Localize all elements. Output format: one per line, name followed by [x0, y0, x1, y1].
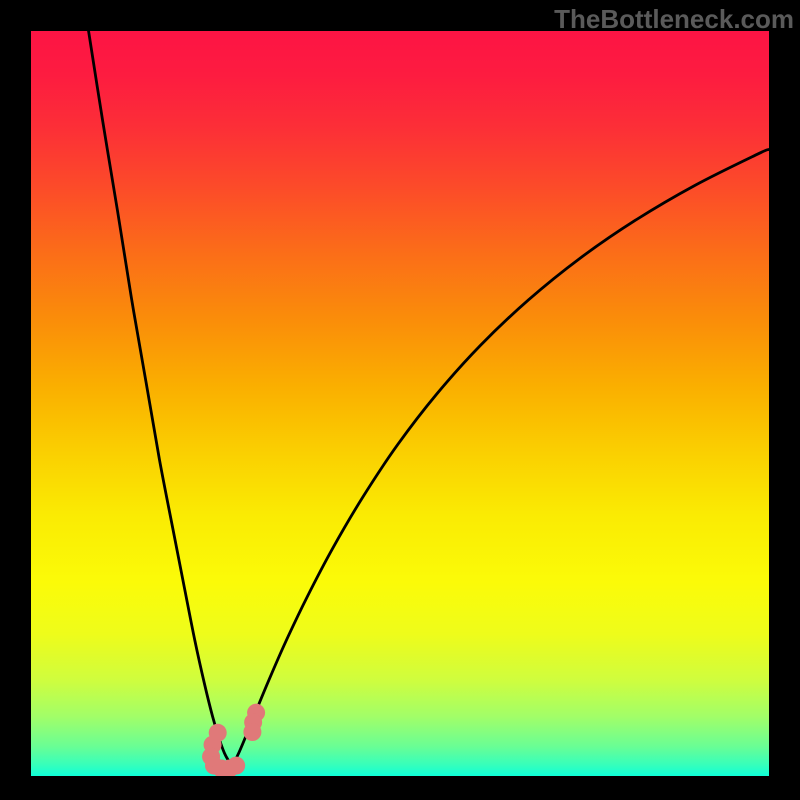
chart-container: { "source_watermark": { "text": "TheBott…	[0, 0, 800, 800]
curves-overlay	[31, 31, 769, 776]
source-watermark: TheBottleneck.com	[554, 4, 794, 35]
curve-left	[89, 31, 232, 766]
plot-area	[31, 31, 769, 776]
marker-dot	[227, 757, 245, 775]
marker-dot	[243, 723, 261, 741]
curve-right	[232, 149, 769, 765]
